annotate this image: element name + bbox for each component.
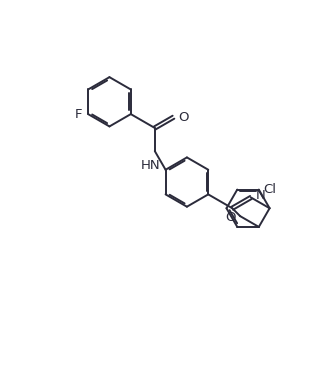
Text: F: F <box>75 108 82 121</box>
Text: N: N <box>256 189 265 203</box>
Text: HN: HN <box>141 159 161 172</box>
Text: O: O <box>178 111 189 124</box>
Text: Cl: Cl <box>264 183 276 196</box>
Text: O: O <box>225 211 235 224</box>
